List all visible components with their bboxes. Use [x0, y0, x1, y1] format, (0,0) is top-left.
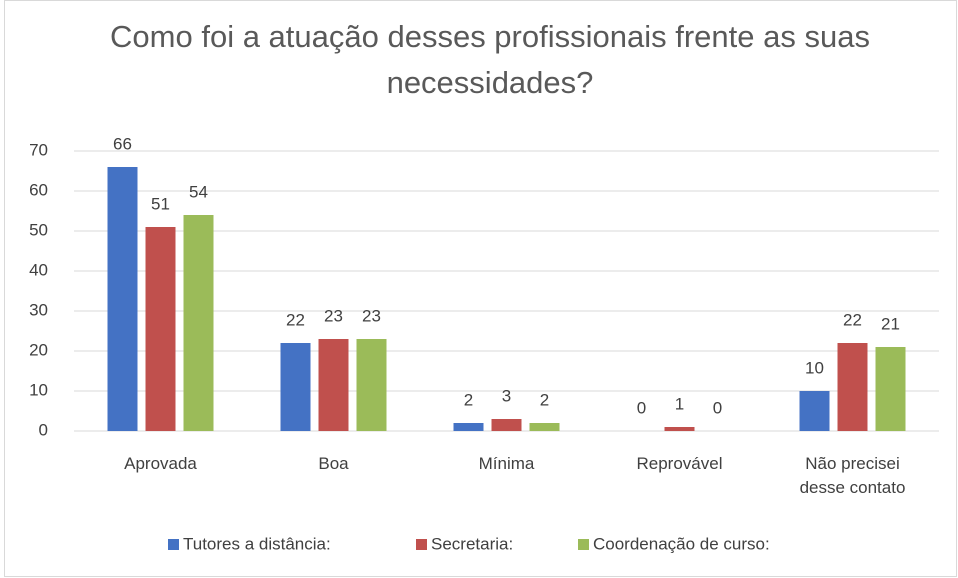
bar	[453, 423, 484, 431]
legend-swatch	[168, 539, 179, 550]
y-tick-label: 40	[29, 260, 48, 279]
x-tick-label: Boa	[318, 454, 349, 473]
bar	[837, 343, 868, 431]
x-tick-label: Reprovável	[636, 454, 723, 473]
y-tick-label: 0	[39, 420, 48, 439]
y-tick-label: 60	[29, 180, 48, 199]
x-tick-label: Aprovada	[124, 454, 197, 473]
y-tick-label: 50	[29, 220, 48, 239]
bar	[183, 215, 214, 431]
x-tick-label: Mínima	[478, 454, 535, 473]
bar	[280, 343, 311, 431]
bar	[107, 167, 138, 431]
data-label: 23	[324, 306, 343, 325]
data-label: 66	[113, 134, 132, 153]
bar	[145, 227, 176, 431]
data-label: 22	[286, 310, 305, 329]
data-label: 0	[637, 398, 646, 417]
data-label: 21	[881, 314, 900, 333]
y-tick-label: 20	[29, 340, 48, 359]
chart-border	[4, 0, 957, 577]
legend-swatch	[578, 539, 589, 550]
y-tick-label: 10	[29, 380, 48, 399]
x-tick-label: Não precisei desse contato	[799, 454, 906, 497]
chart-title: Como foi a atuação desses profissionais …	[110, 19, 870, 100]
data-label: 0	[713, 398, 722, 417]
legend-swatch	[416, 539, 427, 550]
y-tick-label: 70	[29, 140, 48, 159]
y-tick-label: 30	[29, 300, 48, 319]
bar	[491, 419, 522, 431]
legend-label: Secretaria:	[431, 534, 513, 553]
data-label: 23	[362, 306, 381, 325]
data-label: 2	[464, 390, 473, 409]
bar	[356, 339, 387, 431]
legend-label: Coordenação de curso:	[593, 534, 770, 553]
data-label: 51	[151, 194, 170, 213]
bar	[664, 427, 695, 431]
legend-label: Tutores a distância:	[183, 534, 331, 553]
bar	[318, 339, 349, 431]
data-label: 2	[540, 390, 549, 409]
bar	[799, 391, 830, 431]
data-label: 3	[502, 386, 511, 405]
data-label: 1	[675, 394, 684, 413]
data-label: 22	[843, 310, 862, 329]
data-label: 54	[189, 182, 208, 201]
bar	[529, 423, 560, 431]
data-label: 10	[805, 358, 824, 377]
bar	[875, 347, 906, 431]
